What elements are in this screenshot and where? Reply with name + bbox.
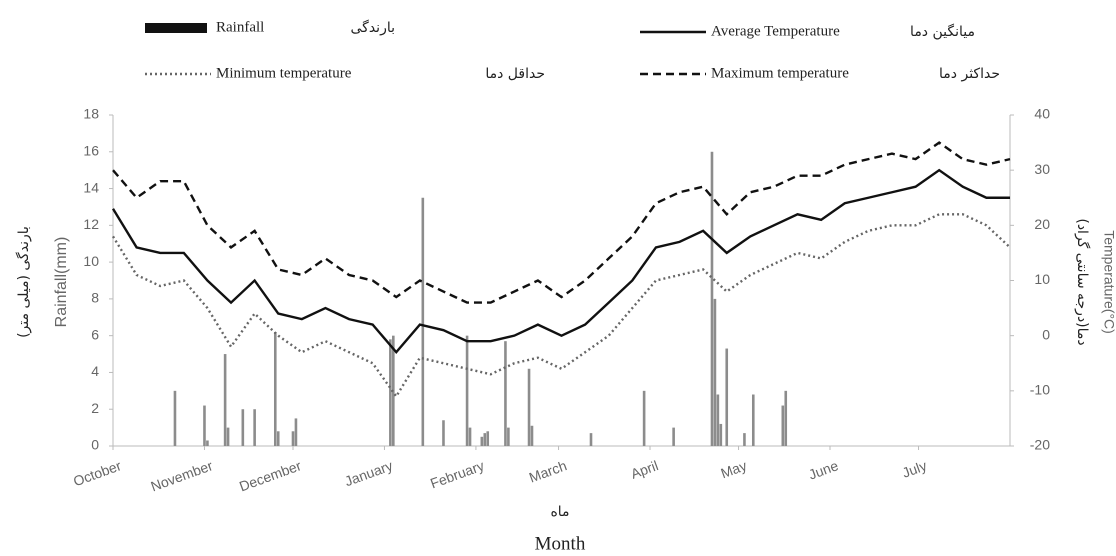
rain-bar — [253, 409, 256, 446]
rain-bar — [468, 427, 472, 446]
rain-bar — [743, 433, 746, 446]
x-tick-label: March — [527, 457, 569, 485]
y-tick-label: 10 — [83, 253, 99, 269]
legend-label-fa: میانگین دما — [910, 23, 975, 40]
x-tick-label: February — [428, 457, 486, 491]
y2-axis-label: Temperature(°C) — [1101, 230, 1116, 334]
x-tick-label: November — [149, 457, 215, 494]
y-tick-label: 0 — [91, 437, 99, 453]
y2-tick-label: 30 — [1034, 161, 1050, 177]
rain-bar — [173, 390, 177, 446]
rain-bar — [725, 348, 729, 446]
legend-label: Rainfall — [216, 19, 264, 35]
y2-tick-label: 10 — [1034, 271, 1050, 287]
temperature-line — [111, 168, 1010, 355]
y-tick-label: 4 — [91, 363, 99, 379]
rain-bar — [504, 341, 507, 446]
rain-bar — [784, 390, 788, 446]
x-tick-label: July — [900, 457, 929, 481]
y2-tick-label: -20 — [1030, 437, 1050, 453]
x-axis-label-fa: ماه — [550, 504, 569, 520]
legend-label-fa: حداکثر دما — [939, 66, 1000, 82]
rain-bar — [713, 298, 717, 446]
rain-bar — [507, 427, 510, 446]
rain-bar — [781, 405, 785, 446]
rain-bar — [291, 431, 295, 446]
rain-bar — [483, 433, 487, 446]
y-tick-label: 8 — [91, 290, 99, 306]
rain-bar — [527, 368, 531, 446]
rain-bar — [710, 151, 714, 446]
y2-tick-label: 0 — [1042, 326, 1050, 342]
temperature-line — [111, 213, 1011, 399]
rain-bar — [719, 423, 723, 446]
rain-bar — [206, 440, 209, 446]
rain-bar — [465, 335, 469, 446]
y-tick-label: 14 — [83, 179, 99, 195]
rain-bar — [751, 394, 755, 446]
x-tick-label: January — [342, 457, 394, 489]
y-tick-label: 2 — [91, 400, 99, 416]
legend-swatch — [145, 23, 207, 33]
x-tick-label: May — [719, 457, 749, 481]
rain-bar — [589, 433, 593, 446]
x-tick-label: October — [71, 457, 124, 489]
y-tick-label: 12 — [83, 216, 99, 232]
temperature-line — [112, 141, 1011, 304]
rain-bar — [203, 405, 206, 446]
rain-bar — [294, 418, 298, 446]
x-tick-label: June — [806, 457, 840, 482]
rain-bar — [672, 427, 675, 446]
x-tick-label: April — [629, 457, 661, 482]
rain-bar — [273, 331, 277, 446]
rain-bar — [241, 409, 245, 446]
rain-bar — [642, 390, 646, 446]
rain-bar — [389, 339, 392, 446]
y-tick-label: 16 — [83, 142, 99, 158]
x-tick-label: December — [237, 457, 303, 494]
y2-tick-label: 20 — [1034, 216, 1050, 232]
rain-bar — [442, 420, 445, 446]
y-tick-label: 18 — [83, 106, 99, 122]
rain-bar — [716, 394, 720, 446]
legend-label-fa: بارندگی — [350, 19, 395, 36]
y-axis-label-fa: بارندگی (میلی متر) — [15, 226, 32, 338]
rain-bar — [421, 197, 425, 446]
y2-tick-label: 40 — [1034, 106, 1050, 122]
rain-bar — [480, 436, 484, 446]
rain-bar — [486, 431, 490, 446]
y2-tick-label: -10 — [1030, 382, 1050, 398]
rain-bar — [223, 354, 227, 446]
y2-axis-label-fa: دما(درجه سانتی گراد) — [1074, 218, 1091, 345]
y-axis-label: Rainfall(mm) — [53, 237, 70, 328]
legend-label: Minimum temperature — [216, 65, 352, 81]
rain-bar — [226, 427, 230, 446]
x-axis-label: Month — [535, 533, 586, 554]
rain-bar — [530, 425, 534, 446]
rain-bar — [276, 431, 280, 446]
legend-label: Maximum temperature — [711, 65, 849, 81]
legend-label-fa: حداقل دما — [485, 66, 545, 82]
legend-label: Average Temperature — [711, 23, 840, 39]
y-tick-label: 6 — [91, 326, 99, 342]
